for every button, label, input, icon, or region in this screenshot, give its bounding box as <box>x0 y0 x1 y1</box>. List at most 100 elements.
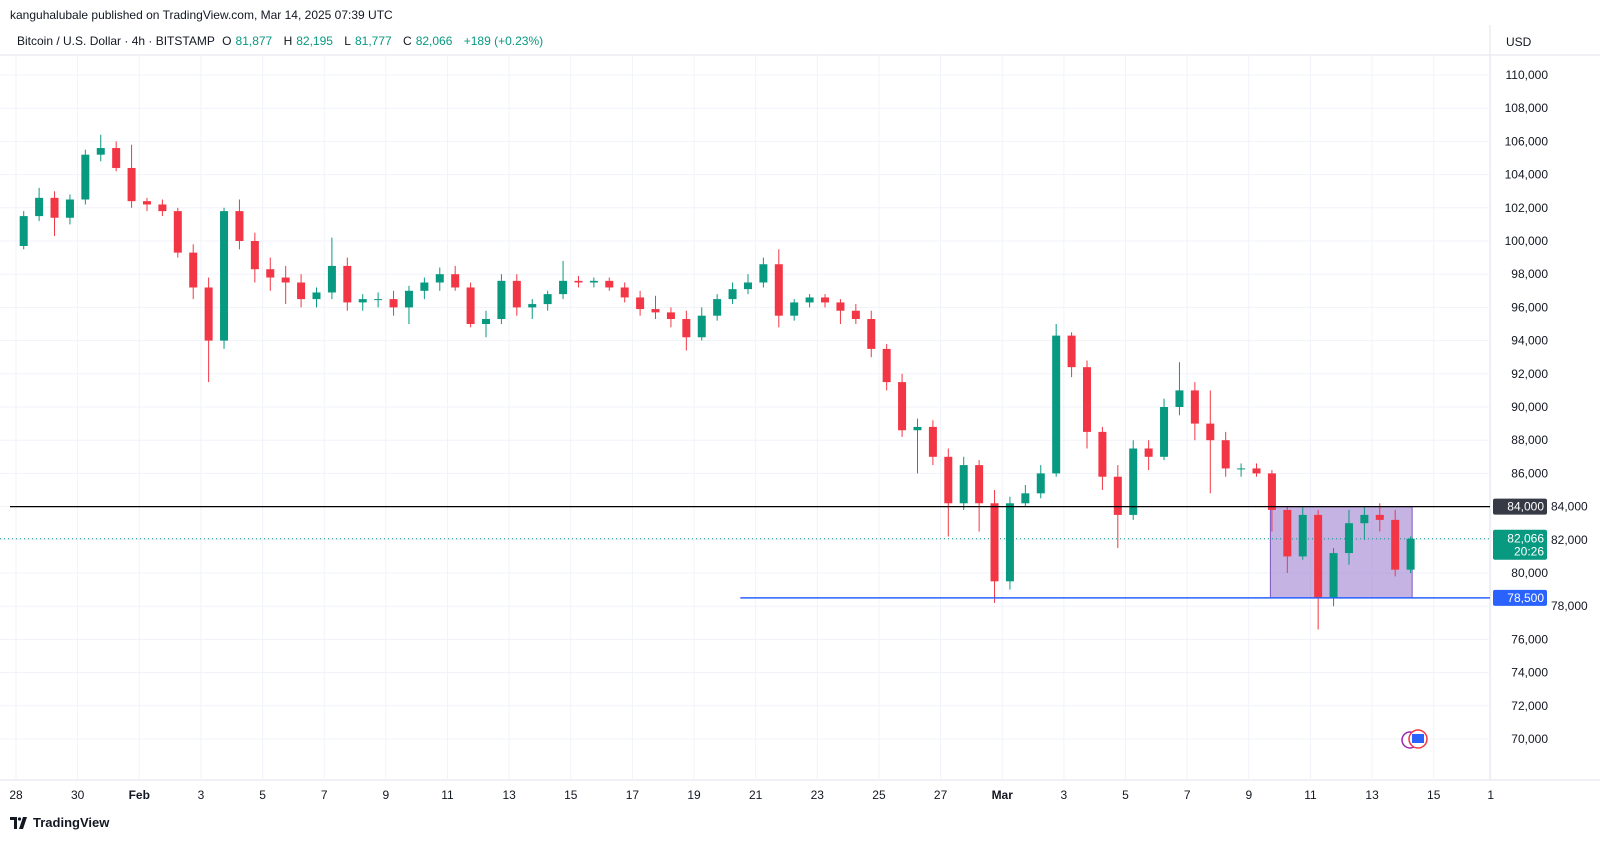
x-tick-label: 13 <box>502 788 516 802</box>
candle-body <box>574 280 583 283</box>
candle <box>374 292 383 308</box>
candle <box>743 274 752 295</box>
x-tick-label: 15 <box>1427 788 1441 802</box>
candle-body <box>1329 553 1338 598</box>
candle <box>620 282 629 303</box>
candle <box>50 191 59 237</box>
candle-body <box>81 154 90 200</box>
x-tick-label: 23 <box>811 788 825 802</box>
y-tick-label: 92,000 <box>1511 367 1548 381</box>
candle <box>1283 506 1292 573</box>
x-tick-label: 1 <box>1487 788 1494 802</box>
candle-body <box>1267 473 1276 510</box>
y-tick-label: 96,000 <box>1511 300 1548 314</box>
candle-body <box>420 282 429 291</box>
x-tick-label: 25 <box>872 788 886 802</box>
y-tick-label: 76,000 <box>1511 632 1548 646</box>
x-tick-label: 21 <box>749 788 763 802</box>
close-label: C <box>403 34 412 48</box>
candle-body <box>882 348 891 383</box>
candle <box>1391 509 1400 577</box>
candle <box>528 299 537 320</box>
currency-label: USD <box>1506 35 1532 49</box>
y-tick-label: 100,000 <box>1505 234 1549 248</box>
candle <box>235 199 244 250</box>
candle <box>482 310 491 338</box>
candle <box>990 490 999 603</box>
candle <box>651 295 660 320</box>
candle <box>451 265 460 291</box>
candle-body <box>435 274 444 283</box>
candle <box>281 265 290 305</box>
candle-body <box>266 269 275 278</box>
candle-body <box>867 319 876 349</box>
candle <box>836 299 845 324</box>
candle <box>1052 324 1061 477</box>
candle <box>666 307 675 328</box>
y-tick-label: 82,000 <box>1551 533 1588 547</box>
candle <box>142 197 151 212</box>
x-tick-label: 19 <box>687 788 701 802</box>
y-tick-label: 74,000 <box>1511 666 1548 680</box>
candle <box>682 310 691 351</box>
candle-body <box>497 280 506 320</box>
candle-body <box>312 292 321 300</box>
candle <box>127 144 136 208</box>
support-price-label: 78,500 <box>1507 591 1544 605</box>
candle-body <box>528 304 537 308</box>
candle-body <box>1406 538 1415 570</box>
candle <box>158 199 167 217</box>
candle <box>543 290 552 311</box>
candle-body <box>928 426 937 457</box>
candle <box>928 420 937 466</box>
candle-body <box>1129 448 1138 515</box>
y-tick-label: 88,000 <box>1511 433 1548 447</box>
candle-body <box>343 265 352 303</box>
candle <box>112 141 121 172</box>
candle <box>404 285 413 324</box>
x-tick-label: 9 <box>382 788 389 802</box>
candle <box>636 290 645 316</box>
x-tick-label: Mar <box>992 788 1014 802</box>
candle <box>805 294 814 308</box>
candle-body <box>913 426 922 431</box>
low-value: 81,777 <box>354 34 392 48</box>
candle-body <box>235 211 244 241</box>
candle-body <box>1067 335 1076 368</box>
candle <box>1344 509 1353 565</box>
y-tick-label: 98,000 <box>1511 267 1548 281</box>
y-tick-label: 94,000 <box>1511 334 1548 348</box>
y-tick-label: 110,000 <box>1506 68 1549 82</box>
candle-body <box>1283 509 1292 557</box>
symbol-title: Bitcoin / U.S. Dollar · 4h · BITSTAMP <box>17 34 215 48</box>
resistance-price-badge <box>1493 498 1547 515</box>
y-tick-label: 102,000 <box>1505 201 1549 215</box>
x-tick-label: 11 <box>1304 788 1317 802</box>
low-label: L <box>344 34 351 48</box>
x-tick-label: 17 <box>626 788 640 802</box>
candle-body <box>1375 514 1384 520</box>
candle <box>65 194 74 225</box>
candle-body <box>636 297 645 310</box>
high-value: 82,195 <box>296 34 333 48</box>
x-tick-label: 11 <box>441 788 454 802</box>
candle <box>975 460 984 532</box>
candle <box>1082 360 1091 449</box>
candle-body <box>374 299 383 301</box>
candle <box>898 373 907 437</box>
candle-body <box>1391 519 1400 570</box>
candle <box>790 299 799 321</box>
bar-countdown-label: 20:26 <box>1514 545 1544 559</box>
x-tick-label: 5 <box>259 788 266 802</box>
candle-body <box>281 277 290 283</box>
x-tick-label: 5 <box>1122 788 1129 802</box>
candle-body <box>142 201 151 205</box>
candle <box>512 274 521 316</box>
candle <box>851 304 860 324</box>
candle-body <box>1082 367 1091 432</box>
candle <box>605 277 614 291</box>
x-tick-label: Feb <box>129 788 150 802</box>
candle <box>250 232 259 283</box>
